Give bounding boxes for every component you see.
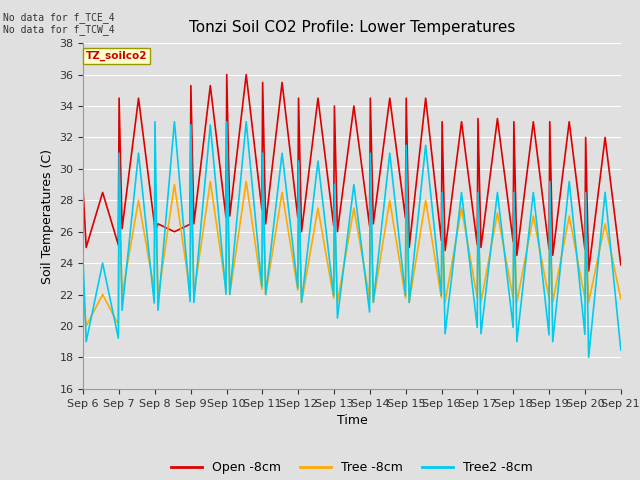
Open -8cm bbox=[199, 145, 207, 151]
Tree -8cm bbox=[200, 220, 208, 226]
Tree2 -8cm bbox=[145, 243, 152, 249]
Tree2 -8cm bbox=[89, 307, 97, 312]
Legend: Open -8cm, Tree -8cm, Tree2 -8cm: Open -8cm, Tree -8cm, Tree2 -8cm bbox=[166, 456, 538, 480]
Tree -8cm bbox=[90, 309, 97, 314]
X-axis label: Time: Time bbox=[337, 414, 367, 427]
Tree -8cm bbox=[617, 296, 625, 302]
Open -8cm bbox=[228, 194, 236, 200]
Tree -8cm bbox=[145, 257, 153, 263]
Tree2 -8cm bbox=[617, 347, 625, 353]
Line: Open -8cm: Open -8cm bbox=[83, 74, 621, 271]
Text: TZ_soilco2: TZ_soilco2 bbox=[86, 51, 147, 61]
Line: Tree -8cm: Tree -8cm bbox=[83, 181, 621, 326]
Open -8cm bbox=[418, 129, 426, 135]
Tree2 -8cm bbox=[151, 119, 159, 125]
Open -8cm bbox=[617, 262, 625, 268]
Open -8cm bbox=[145, 172, 152, 178]
Tree2 -8cm bbox=[79, 260, 87, 266]
Open -8cm bbox=[585, 268, 593, 274]
Tree2 -8cm bbox=[585, 355, 593, 360]
Title: Tonzi Soil CO2 Profile: Lower Temperatures: Tonzi Soil CO2 Profile: Lower Temperatur… bbox=[189, 20, 515, 35]
Tree -8cm bbox=[229, 271, 237, 277]
Tree2 -8cm bbox=[434, 257, 442, 263]
Tree -8cm bbox=[419, 216, 426, 222]
Line: Tree2 -8cm: Tree2 -8cm bbox=[83, 122, 621, 358]
Tree2 -8cm bbox=[200, 194, 207, 200]
Open -8cm bbox=[434, 204, 442, 210]
Tree -8cm bbox=[79, 292, 87, 298]
Text: No data for f_TCE_4
No data for f_TCW_4: No data for f_TCE_4 No data for f_TCW_4 bbox=[3, 12, 115, 36]
Open -8cm bbox=[79, 190, 87, 195]
Tree -8cm bbox=[83, 323, 90, 329]
Tree -8cm bbox=[435, 276, 442, 282]
Open -8cm bbox=[89, 222, 97, 228]
Y-axis label: Soil Temperatures (C): Soil Temperatures (C) bbox=[41, 148, 54, 284]
Tree -8cm bbox=[187, 179, 195, 184]
Open -8cm bbox=[223, 72, 230, 77]
Tree2 -8cm bbox=[418, 178, 426, 184]
Tree2 -8cm bbox=[228, 268, 236, 274]
